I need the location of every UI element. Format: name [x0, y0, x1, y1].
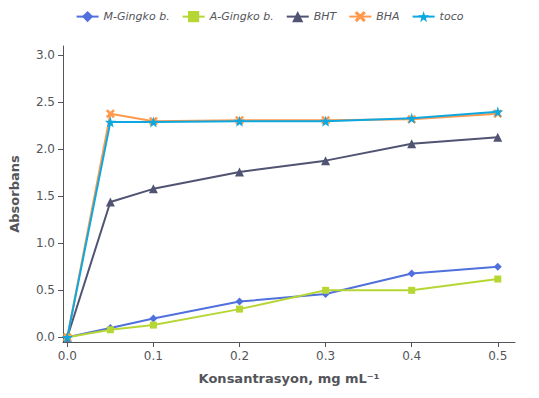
svg-text:0.0: 0.0 — [36, 330, 55, 344]
svg-text:Absorbans: Absorbans — [7, 155, 22, 233]
svg-text:1.5: 1.5 — [36, 189, 55, 203]
svg-text:0.1: 0.1 — [144, 349, 163, 363]
svg-text:2.5: 2.5 — [36, 95, 55, 109]
svg-text:Konsantrasyon, mg mL⁻¹: Konsantrasyon, mg mL⁻¹ — [199, 371, 380, 386]
svg-text:BHA: BHA — [376, 10, 399, 23]
svg-text:0.2: 0.2 — [230, 349, 249, 363]
svg-text:0.5: 0.5 — [488, 349, 507, 363]
svg-text:A-Gingko b.: A-Gingko b. — [209, 10, 274, 23]
svg-text:1.0: 1.0 — [36, 236, 55, 250]
svg-text:BHT: BHT — [314, 10, 338, 23]
svg-text:toco: toco — [440, 10, 464, 23]
svg-text:M-Gingko b.: M-Gingko b. — [104, 10, 170, 23]
svg-text:0.4: 0.4 — [402, 349, 421, 363]
svg-text:0.5: 0.5 — [36, 283, 55, 297]
svg-text:2.0: 2.0 — [36, 142, 55, 156]
svg-text:0.0: 0.0 — [58, 349, 77, 363]
svg-text:3.0: 3.0 — [36, 48, 55, 62]
svg-text:0.3: 0.3 — [316, 349, 335, 363]
